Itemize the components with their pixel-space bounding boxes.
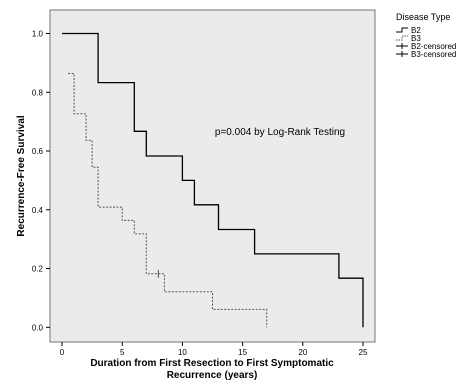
x-tick-label: 10 <box>178 348 187 357</box>
legend-title: Disease Type <box>396 12 450 22</box>
x-axis-title-line-2: Recurrence (years) <box>167 370 258 381</box>
log-rank-annotation: p=0.004 by Log-Rank Testing <box>215 127 345 138</box>
legend-entry-b2-symbol <box>396 27 408 33</box>
y-tick-label: 0.4 <box>32 206 44 215</box>
axes: 0 5 10 15 20 25 0.0 0.2 0.4 0.6 0.8 1.0 <box>32 30 368 357</box>
y-tick-label: 1.0 <box>32 30 44 39</box>
series-b2-line <box>62 32 364 328</box>
legend-entry-b3-censored-label: B3-censored <box>411 50 456 59</box>
legend-entry-b3-label: B3 <box>411 34 421 43</box>
y-axis-title: Recurrence-Free Survival <box>16 115 27 236</box>
y-tick-label: 0.8 <box>32 88 44 97</box>
x-tick-label: 20 <box>298 348 307 357</box>
x-tick-label: 0 <box>60 348 65 357</box>
legend-entry-b2-censored-label: B2-censored <box>411 42 456 51</box>
x-tick-label: 5 <box>120 348 125 357</box>
plot-background <box>49 9 376 343</box>
y-tick-label: 0.2 <box>32 265 44 274</box>
y-tick-label: 0.6 <box>32 147 44 156</box>
x-tick-label: 15 <box>238 348 247 357</box>
series-group <box>62 32 364 328</box>
legend-entry-b2-label: B2 <box>411 26 421 35</box>
x-axis-title-line-1: Duration from First Resection to First S… <box>90 358 334 369</box>
x-tick-label: 25 <box>359 348 368 357</box>
y-tick-label: 0.0 <box>32 323 44 332</box>
series-b3-line <box>68 73 268 328</box>
legend-entry-b3-symbol <box>396 35 408 41</box>
